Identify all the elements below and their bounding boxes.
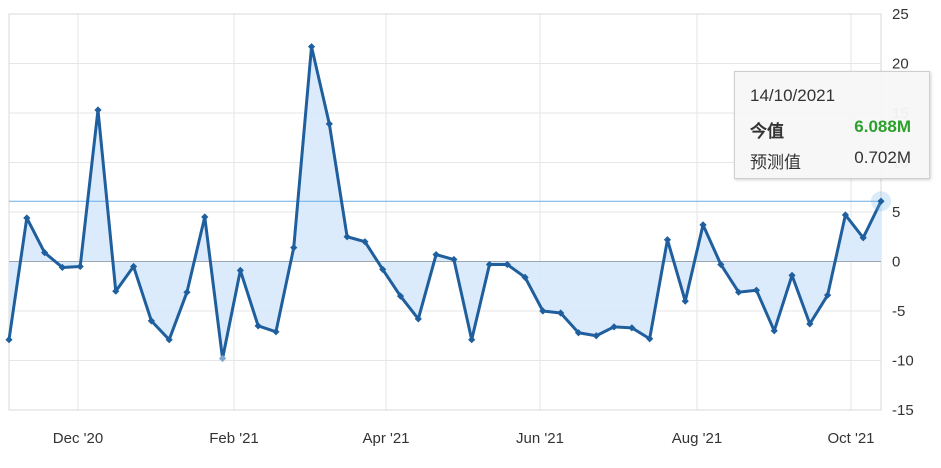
data-point (343, 233, 351, 241)
data-point (468, 336, 476, 344)
data-point (503, 260, 511, 269)
y-tick-label: 0 (892, 254, 900, 271)
data-point (788, 271, 796, 279)
data-point (485, 260, 494, 269)
tooltip-actual-value: 6.088M (854, 117, 911, 136)
data-point (396, 292, 405, 300)
y-tick-label: -10 (892, 353, 914, 370)
data-point (290, 244, 298, 252)
data-point (770, 327, 778, 335)
tooltip-date: 14/10/2021 (750, 86, 836, 105)
data-point (574, 329, 583, 337)
y-tick-label: -5 (892, 303, 905, 320)
tooltip-forecast-value: 0.702M (854, 148, 911, 167)
data-point (592, 332, 600, 340)
data-point (379, 265, 387, 274)
data-point (539, 307, 547, 315)
data-point (663, 236, 672, 244)
tooltip-forecast-row: 预测值 0.702M (750, 148, 911, 173)
data-point (272, 328, 280, 336)
data-point (735, 288, 743, 296)
data-point (824, 291, 832, 299)
data-point (859, 234, 867, 242)
data-point (23, 214, 31, 222)
data-point (112, 287, 120, 295)
data-point (699, 221, 707, 229)
series-line (7, 45, 883, 361)
data-point (414, 315, 422, 323)
y-tick-label: 20 (892, 56, 909, 73)
x-tick-label: Jun '21 (516, 430, 564, 447)
tooltip-actual-label: 今值 (750, 122, 784, 141)
data-point (806, 320, 814, 328)
data-point (129, 262, 138, 271)
y-tick-label: 25 (892, 6, 909, 23)
data-point (165, 336, 173, 344)
data-point (94, 106, 102, 114)
data-point (76, 262, 84, 271)
y-tick-label: 5 (892, 204, 900, 221)
data-point (432, 250, 440, 259)
x-axis-ticks: Dec '20 Feb '21 Apr '21 Jun '21 Aug '21 Oct '… (53, 430, 875, 447)
data-point (183, 288, 191, 296)
data-point (646, 335, 654, 343)
data-point (147, 317, 155, 325)
data-point (236, 266, 244, 275)
data-point (307, 43, 316, 51)
data-point (40, 248, 49, 257)
area-shape (9, 46, 881, 359)
x-tick-label: Feb '21 (209, 430, 259, 447)
x-tick-label: Dec '20 (53, 430, 103, 447)
data-point (254, 322, 262, 330)
x-tick-label: Oct '21 (827, 430, 874, 447)
data-point (450, 255, 458, 264)
data-tooltip: 14/10/2021 今值 6.088M 预测值 0.702M (734, 71, 930, 179)
data-point (752, 286, 761, 294)
x-tick-label: Aug '21 (672, 430, 722, 447)
data-point (361, 238, 369, 246)
tooltip-forecast-label: 预测值 (750, 153, 801, 172)
data-point (521, 273, 529, 281)
area-fill (9, 46, 881, 359)
data-point (58, 263, 66, 272)
data-points (5, 43, 891, 363)
data-point (681, 297, 689, 305)
data-point (841, 211, 850, 219)
data-point (218, 354, 227, 363)
data-point (717, 260, 725, 269)
x-tick-label: Apr '21 (362, 430, 409, 447)
data-point (325, 120, 333, 128)
reference-line (9, 200, 881, 262)
data-point (5, 336, 13, 344)
data-point (610, 323, 618, 331)
series-path (7, 45, 883, 361)
tooltip-actual-row: 今值 6.088M (750, 117, 911, 142)
data-point (877, 197, 885, 205)
data-point (628, 324, 636, 332)
y-axis-ticks: 2520151050-5-10-15 (892, 6, 914, 419)
y-tick-label: -15 (892, 402, 914, 419)
data-point (557, 309, 565, 317)
data-point (201, 213, 209, 221)
